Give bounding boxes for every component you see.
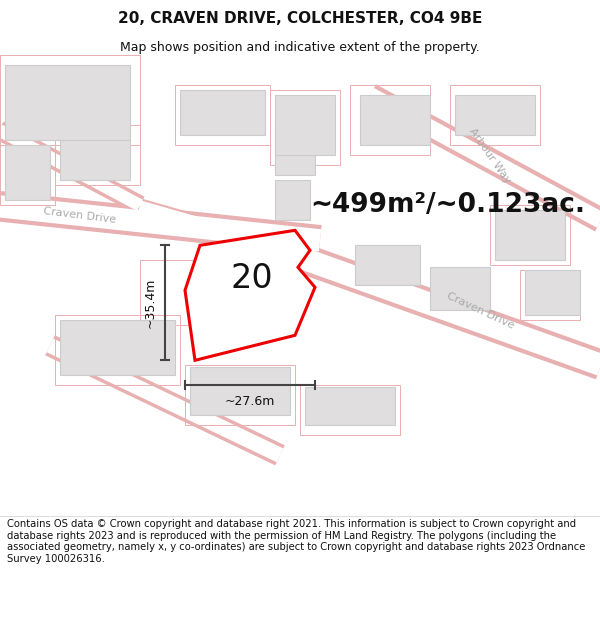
Text: ~499m²/~0.123ac.: ~499m²/~0.123ac. [310,192,585,218]
Text: ~35.4m: ~35.4m [144,278,157,328]
Text: ~27.6m: ~27.6m [225,395,275,408]
Polygon shape [495,210,565,260]
Text: 20: 20 [230,262,273,295]
Text: Craven Drive: Craven Drive [228,241,302,266]
Polygon shape [430,268,490,310]
Polygon shape [60,140,130,180]
Text: Contains OS data © Crown copyright and database right 2021. This information is : Contains OS data © Crown copyright and d… [7,519,586,564]
Polygon shape [5,65,130,140]
Polygon shape [275,125,315,175]
Text: Craven Drive: Craven Drive [43,206,117,225]
Polygon shape [525,270,580,315]
Text: Craven Drive: Craven Drive [445,291,515,330]
Text: Map shows position and indicative extent of the property.: Map shows position and indicative extent… [120,41,480,54]
Text: 20, CRAVEN DRIVE, COLCHESTER, CO4 9BE: 20, CRAVEN DRIVE, COLCHESTER, CO4 9BE [118,11,482,26]
Polygon shape [360,95,430,145]
Polygon shape [190,368,290,415]
Text: Arbour Way: Arbour Way [467,126,513,185]
Polygon shape [275,95,335,155]
Polygon shape [5,145,50,200]
Polygon shape [355,245,420,285]
Polygon shape [60,320,175,375]
Polygon shape [455,95,535,135]
Polygon shape [180,90,265,135]
Polygon shape [275,180,310,220]
Polygon shape [305,388,395,425]
Polygon shape [185,230,315,360]
